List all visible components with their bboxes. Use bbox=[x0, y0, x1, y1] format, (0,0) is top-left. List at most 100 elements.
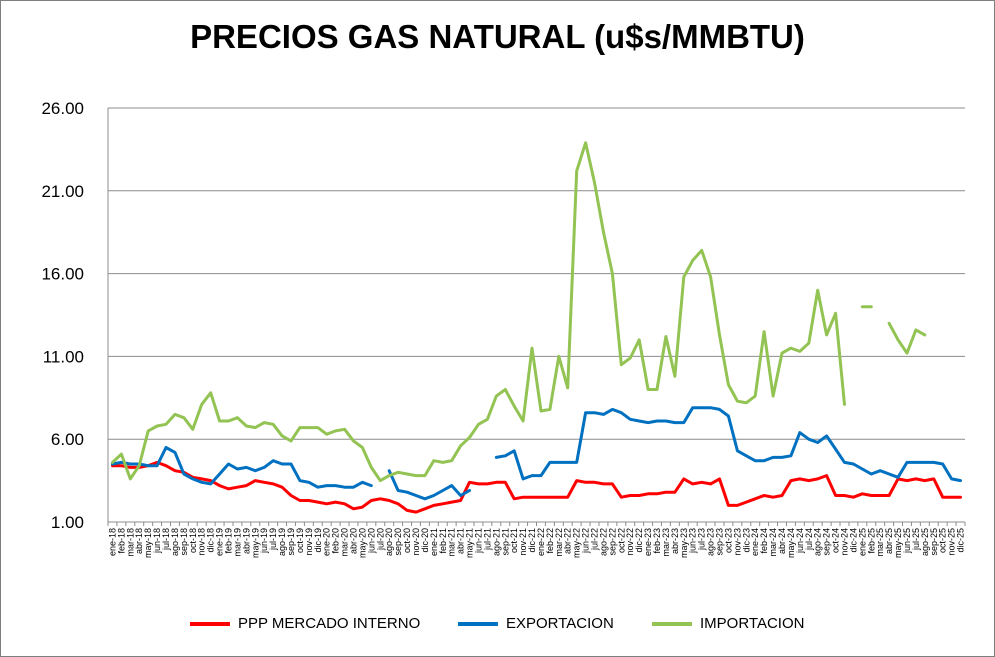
x-tick-label: oct-21 bbox=[509, 528, 519, 553]
x-tick-label: oct-18 bbox=[188, 528, 198, 553]
x-tick-label: may-21 bbox=[465, 528, 475, 558]
x-tick-label: may-18 bbox=[143, 528, 153, 558]
x-tick-label: dic-25 bbox=[956, 528, 966, 553]
x-tick-label: abr-25 bbox=[884, 528, 894, 554]
series-line-1 bbox=[387, 469, 471, 501]
x-tick-label: nov-19 bbox=[304, 528, 314, 556]
x-tick-label: mar-19 bbox=[232, 528, 242, 557]
x-tick-label: dic-20 bbox=[420, 528, 430, 553]
x-tick-label: ene-25 bbox=[857, 528, 867, 556]
x-tick-label: ene-22 bbox=[536, 528, 546, 556]
x-tick-label: abr-22 bbox=[563, 528, 573, 554]
series-line-2 bbox=[111, 141, 846, 483]
x-tick-label: ago-18 bbox=[170, 528, 180, 556]
x-tick-label: mar-21 bbox=[447, 528, 457, 557]
x-tick-label: sep-21 bbox=[500, 528, 510, 556]
x-tick-label: oct-20 bbox=[402, 528, 412, 553]
series-line-1 bbox=[494, 406, 962, 483]
x-tick-label: jul-20 bbox=[375, 528, 385, 551]
x-tick-label: may-20 bbox=[357, 528, 367, 558]
x-tick-label: abr-21 bbox=[456, 528, 466, 554]
x-tick-label: jul-24 bbox=[804, 528, 814, 551]
x-tick-label: feb-21 bbox=[438, 528, 448, 554]
legend-swatch-ppp bbox=[190, 621, 230, 626]
x-tick-label: mar-22 bbox=[554, 528, 564, 557]
x-tick-label: feb-25 bbox=[866, 528, 876, 554]
x-tick-label: jun-22 bbox=[581, 528, 591, 554]
x-tick-label: jul-19 bbox=[268, 528, 278, 551]
x-tick-label: dic-21 bbox=[527, 528, 537, 553]
x-tick-label: jun-21 bbox=[473, 528, 483, 554]
x-tick-label: abr-24 bbox=[777, 528, 787, 554]
legend-item-exportacion: EXPORTACION bbox=[458, 615, 614, 632]
x-tick-label: nov-21 bbox=[518, 528, 528, 556]
x-tick-label: jul-21 bbox=[482, 528, 492, 551]
x-tick-label: oct-19 bbox=[295, 528, 305, 553]
x-tick-label: ene-24 bbox=[750, 528, 760, 556]
x-tick-label: jul-18 bbox=[161, 528, 171, 551]
x-tick-label: nov-22 bbox=[625, 528, 635, 556]
x-tick-label: jun-25 bbox=[902, 528, 912, 554]
series-lines bbox=[111, 141, 962, 514]
x-axis-ticks: ene-18feb-18mar-18abr-18may-18jun-18jul-… bbox=[107, 522, 966, 558]
x-tick-label: nov-23 bbox=[732, 528, 742, 556]
x-tick-label: jul-25 bbox=[911, 528, 921, 551]
x-tick-label: jun-20 bbox=[366, 528, 376, 554]
y-tick-label: 16.00 bbox=[41, 265, 84, 284]
x-tick-label: jul-22 bbox=[590, 528, 600, 551]
x-tick-label: abr-23 bbox=[670, 528, 680, 554]
x-tick-label: jun-18 bbox=[152, 528, 162, 554]
x-tick-label: dic-22 bbox=[634, 528, 644, 553]
x-tick-label: may-19 bbox=[250, 528, 260, 558]
x-tick-label: dic-18 bbox=[206, 528, 216, 553]
x-tick-label: ago-25 bbox=[920, 528, 930, 556]
x-tick-label: ago-24 bbox=[813, 528, 823, 556]
y-tick-label: 26.00 bbox=[41, 99, 84, 118]
x-tick-label: abr-19 bbox=[241, 528, 251, 554]
x-tick-label: may-23 bbox=[679, 528, 689, 558]
x-tick-label: abr-18 bbox=[134, 528, 144, 554]
y-tick-label: 1.00 bbox=[51, 513, 84, 532]
x-tick-label: nov-20 bbox=[411, 528, 421, 556]
x-tick-label: mar-18 bbox=[125, 528, 135, 557]
legend-label-importacion: IMPORTACION bbox=[700, 615, 805, 632]
series-line-1 bbox=[111, 446, 373, 489]
x-tick-label: nov-18 bbox=[197, 528, 207, 556]
x-tick-label: feb-23 bbox=[652, 528, 662, 554]
legend-swatch-exportacion bbox=[458, 621, 498, 626]
x-tick-label: feb-20 bbox=[331, 528, 341, 554]
y-axis-ticks: 1.00 6.00 11.00 16.00 21.00 26.00 bbox=[41, 99, 84, 532]
x-tick-label: mar-23 bbox=[661, 528, 671, 557]
x-tick-label: sep-18 bbox=[179, 528, 189, 556]
x-tick-label: sep-19 bbox=[286, 528, 296, 556]
x-tick-label: dic-24 bbox=[848, 528, 858, 553]
x-tick-label: dic-19 bbox=[313, 528, 323, 553]
x-tick-label: oct-23 bbox=[723, 528, 733, 553]
x-tick-label: ene-19 bbox=[215, 528, 225, 556]
x-tick-label: oct-22 bbox=[616, 528, 626, 553]
x-tick-label: ene-18 bbox=[107, 528, 117, 556]
x-tick-label: ago-23 bbox=[706, 528, 716, 556]
x-tick-label: ene-20 bbox=[322, 528, 332, 556]
x-tick-label: oct-25 bbox=[938, 528, 948, 553]
x-tick-label: sep-23 bbox=[715, 528, 725, 556]
x-tick-label: dic-23 bbox=[741, 528, 751, 553]
x-tick-label: jul-23 bbox=[697, 528, 707, 551]
legend-swatch-importacion bbox=[652, 621, 692, 626]
legend-label-exportacion: EXPORTACION bbox=[506, 615, 614, 632]
x-tick-label: mar-25 bbox=[875, 528, 885, 557]
y-tick-label: 6.00 bbox=[51, 430, 84, 449]
x-tick-label: ene-21 bbox=[429, 528, 439, 556]
x-tick-label: sep-25 bbox=[929, 528, 939, 556]
x-tick-label: ago-19 bbox=[277, 528, 287, 556]
x-tick-label: feb-24 bbox=[759, 528, 769, 554]
x-tick-label: sep-20 bbox=[393, 528, 403, 556]
x-tick-label: abr-20 bbox=[348, 528, 358, 554]
legend-label-ppp: PPP MERCADO INTERNO bbox=[238, 615, 421, 632]
x-tick-label: feb-18 bbox=[116, 528, 126, 554]
x-tick-label: feb-22 bbox=[545, 528, 555, 554]
x-tick-label: mar-20 bbox=[340, 528, 350, 557]
x-tick-label: ago-21 bbox=[491, 528, 501, 556]
x-tick-label: may-25 bbox=[893, 528, 903, 558]
